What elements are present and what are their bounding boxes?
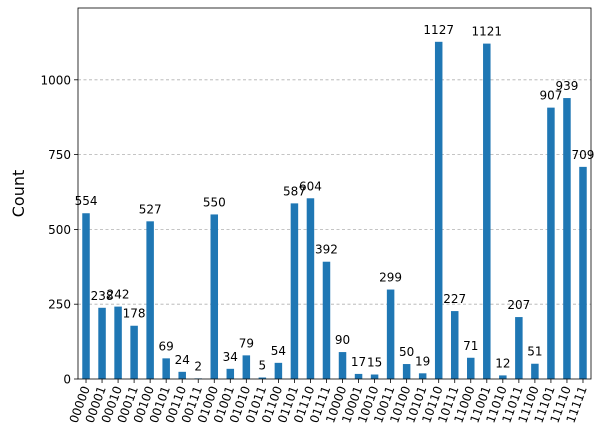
bar-value-label: 5 (259, 359, 267, 373)
bar (226, 368, 235, 379)
y-tick-label: 1000 (40, 73, 71, 87)
bar-value-label: 2 (194, 359, 202, 373)
bar (579, 166, 587, 379)
bar-value-label: 12 (495, 356, 510, 370)
y-tick-label: 0 (63, 373, 71, 387)
bar (210, 214, 219, 379)
bar (82, 213, 90, 379)
bar (467, 357, 475, 379)
plot-frame (77, 7, 592, 380)
bar-value-label: 242 (107, 288, 130, 302)
bar-value-label: 69 (159, 339, 174, 353)
bar (162, 358, 170, 379)
bar (114, 306, 122, 379)
bar (354, 373, 363, 379)
bar (434, 41, 443, 380)
axes-frame (77, 7, 592, 380)
bar-value-label: 15 (367, 356, 382, 370)
bar-value-label: 19 (415, 354, 430, 368)
bar (563, 98, 571, 380)
bar (130, 325, 138, 379)
bar-value-label: 50 (399, 345, 414, 359)
bar-value-label: 587 (283, 184, 306, 198)
bar-value-label: 550 (203, 195, 226, 209)
bar-value-label: 238 (91, 289, 114, 303)
bar-value-label: 71 (463, 339, 478, 353)
bar-value-label: 392 (315, 243, 338, 257)
bar-value-label: 527 (139, 202, 162, 216)
y-tick-label: 250 (48, 298, 71, 312)
y-tick-label: 750 (48, 148, 71, 162)
bar (515, 317, 523, 379)
bar (290, 203, 299, 379)
y-axis-title: Count (9, 170, 28, 218)
bar-layer (82, 41, 587, 380)
bar (450, 311, 459, 379)
bar-value-label: 1127 (423, 23, 454, 37)
bar-value-label: 17 (351, 355, 366, 369)
bar (547, 107, 555, 379)
bar (483, 43, 491, 379)
bar-value-label: 34 (223, 350, 238, 364)
bar-value-label: 907 (539, 89, 562, 103)
bar (338, 352, 347, 379)
bar-value-label: 90 (335, 333, 350, 347)
bar-value-label: 54 (271, 344, 286, 358)
bar-value-label: 207 (507, 298, 530, 312)
bar-value-label: 939 (556, 79, 579, 93)
bar (146, 221, 154, 379)
bar-value-label: 709 (572, 148, 595, 162)
bar-value-label: 79 (239, 336, 254, 350)
bar (322, 261, 331, 379)
bar (402, 364, 411, 379)
bar (306, 198, 315, 379)
bar-value-label: 227 (443, 292, 466, 306)
bar (274, 362, 283, 379)
bar-value-label: 299 (379, 271, 402, 285)
bar (242, 355, 251, 379)
bar (531, 363, 539, 379)
grid-layer (78, 79, 591, 305)
y-tick-label: 500 (48, 223, 71, 237)
bar (386, 289, 395, 379)
bar (98, 307, 106, 379)
x-axis-ticks: 0000000001000100001100100001010011000111… (67, 379, 590, 425)
bar-value-label: 1121 (472, 25, 503, 39)
bar-value-label: 554 (75, 194, 98, 208)
bar-value-label: 24 (175, 353, 190, 367)
bar-value-label: 178 (123, 307, 146, 321)
bar (418, 373, 427, 379)
bar-value-label: 51 (527, 345, 542, 359)
y-axis-ticks: 0 250 500 750 1000 (40, 73, 78, 387)
bar (370, 374, 379, 379)
bar (499, 375, 507, 379)
bar (258, 377, 267, 379)
bar-value-label: 604 (299, 179, 322, 193)
bar (178, 371, 186, 379)
